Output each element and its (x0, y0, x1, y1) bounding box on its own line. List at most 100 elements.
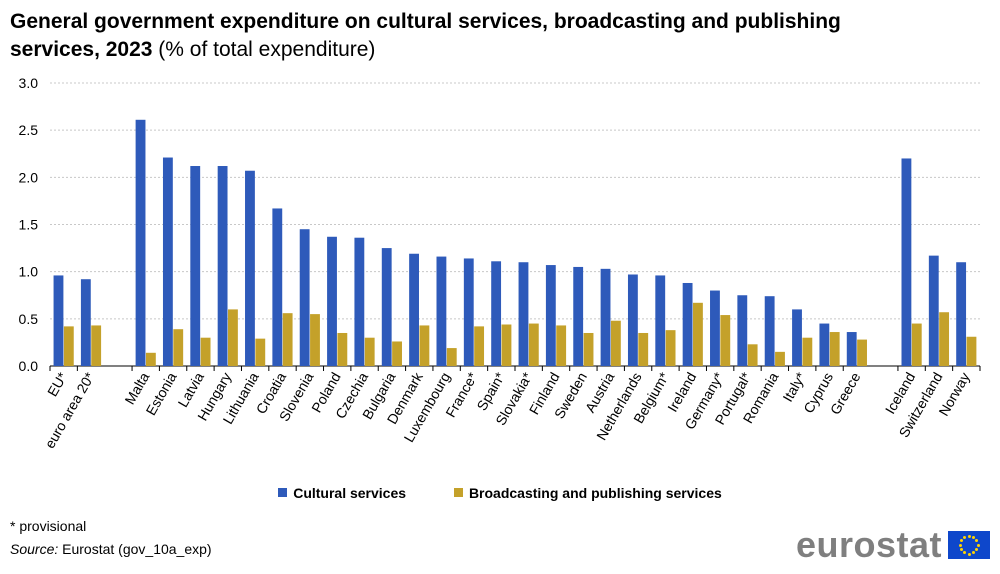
bar-cultural (518, 262, 529, 366)
bar-broadcasting (200, 337, 211, 366)
star-icon (975, 548, 979, 551)
legend-item-broadcasting: Broadcasting and publishing services (453, 484, 722, 501)
bar-broadcasting (63, 326, 74, 366)
star-icon (959, 539, 963, 542)
bar-broadcasting (610, 320, 621, 366)
bar-broadcasting (310, 314, 320, 366)
legend-label: Cultural services (293, 484, 407, 501)
bar-cultural (901, 158, 912, 366)
bar-broadcasting (392, 341, 402, 366)
legend-swatch (278, 488, 288, 497)
bar-broadcasting (337, 332, 348, 366)
legend-label: Broadcasting and publishing services (468, 484, 722, 501)
y-tick-label: 0.0 (19, 358, 39, 374)
bar-broadcasting (364, 337, 375, 366)
star-icon (963, 535, 966, 539)
x-tick-label: EU* (44, 369, 71, 399)
bar-broadcasting (228, 309, 238, 366)
bar-broadcasting (720, 315, 731, 366)
legend-swatch (453, 488, 463, 497)
bar-cultural (80, 279, 91, 366)
bar-broadcasting (939, 312, 950, 366)
bar-broadcasting (282, 313, 293, 366)
bar-broadcasting (829, 332, 840, 366)
y-tick-label: 2.0 (19, 169, 39, 185)
star-icon (972, 551, 975, 555)
bar-cultural (327, 236, 337, 366)
bar-cultural (381, 248, 392, 366)
bar-broadcasting (501, 324, 512, 366)
legend-item-cultural: Cultural services (278, 485, 406, 501)
star-icon (967, 534, 971, 538)
bar-broadcasting (638, 332, 649, 366)
bar-cultural (463, 258, 474, 366)
bar-cultural (710, 290, 720, 366)
bar-broadcasting (91, 325, 102, 366)
bar-cultural (53, 275, 64, 366)
bar-broadcasting (665, 330, 676, 366)
source-text: Eurostat (gov_10a_exp) (58, 541, 212, 557)
bar-broadcasting (583, 332, 594, 366)
bar-broadcasting (145, 352, 156, 366)
source-label: Source: (10, 541, 59, 557)
bar-broadcasting (966, 336, 977, 366)
eu-flag-icon (948, 531, 990, 559)
bar-broadcasting (747, 344, 758, 366)
star-icon (958, 543, 962, 547)
bar-broadcasting (419, 325, 430, 366)
bar-cultural (299, 229, 310, 366)
star-icon (963, 551, 966, 555)
bar-broadcasting (857, 339, 867, 366)
y-tick-label: 2.5 (19, 122, 39, 138)
eurostat-logo: eurostat (796, 524, 990, 566)
bar-cultural (737, 295, 748, 366)
bar-cultural (545, 265, 556, 366)
bar-cultural (217, 166, 228, 366)
bar-cultural (573, 266, 584, 366)
footnote: * provisional (10, 518, 87, 534)
bar-broadcasting (911, 323, 922, 366)
bar-broadcasting (446, 348, 457, 366)
y-tick-label: 1.5 (19, 217, 39, 233)
star-icon (959, 548, 963, 551)
bar-cultural (491, 261, 502, 366)
bar-cultural (409, 253, 419, 366)
bar-cultural (682, 282, 693, 366)
y-tick-label: 1.0 (19, 264, 39, 280)
bar-cultural (245, 170, 255, 366)
star-icon (975, 539, 979, 542)
bar-cultural (928, 255, 939, 366)
title-main: General government expenditure on cultur… (10, 10, 841, 61)
bar-cultural (956, 262, 967, 366)
bar-cultural (354, 237, 365, 366)
bar-cultural (272, 208, 283, 366)
chart-title: General government expenditure on cultur… (10, 8, 910, 64)
bar-broadcasting (693, 302, 703, 366)
bar-broadcasting (556, 325, 567, 366)
title-unit: (% of total expenditure) (152, 38, 376, 61)
bar-broadcasting (775, 351, 785, 366)
bar-broadcasting (474, 326, 485, 366)
source-note: Source: Eurostat (gov_10a_exp) (10, 541, 212, 557)
bar-broadcasting (528, 323, 539, 366)
bar-cultural (846, 332, 857, 366)
bar-broadcasting (173, 329, 184, 366)
bar-broadcasting (255, 338, 266, 366)
bar-cultural (135, 119, 146, 366)
star-icon (967, 552, 971, 556)
legend: Cultural services Broadcasting and publi… (0, 484, 1000, 501)
bar-cultural (764, 296, 775, 366)
bar-cultural (819, 323, 830, 366)
bar-cultural (627, 274, 638, 366)
logo-text: eurostat (795, 524, 942, 565)
bar-cultural (655, 275, 666, 366)
bar-cultural (792, 309, 802, 366)
bar-cultural (600, 268, 611, 366)
bar-cultural (190, 166, 201, 366)
bar-broadcasting (802, 337, 813, 366)
star-icon (976, 543, 980, 547)
y-tick-label: 0.5 (19, 311, 39, 327)
star-icon (972, 535, 975, 539)
